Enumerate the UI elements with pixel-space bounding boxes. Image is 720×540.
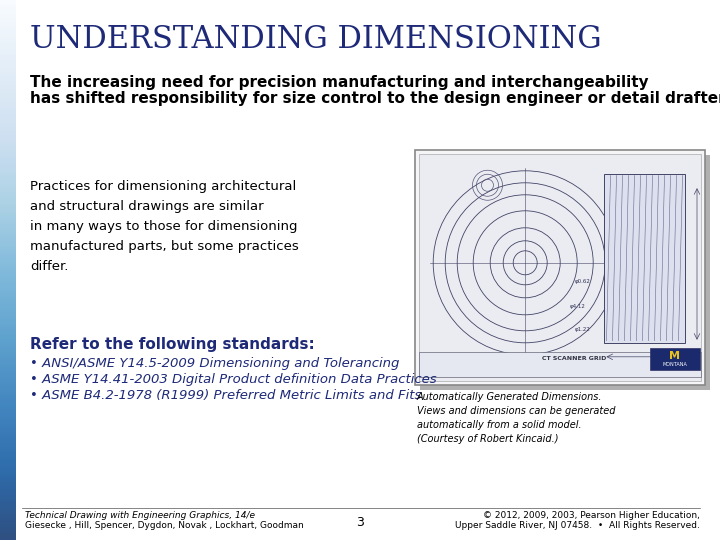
Text: Automatically Generated Dimensions.
Views and dimensions can be generated
automa: Automatically Generated Dimensions. View… [417,392,616,444]
Bar [650,348,700,370]
Bar [420,155,710,390]
Text: UNDERSTANDING DIMENSIONING: UNDERSTANDING DIMENSIONING [30,24,602,56]
Text: M: M [670,351,680,361]
Bar [419,352,701,377]
Text: 3: 3 [356,516,364,529]
Text: • ASME Y14.41-2003 Digital Product definition Data Practices: • ASME Y14.41-2003 Digital Product defin… [30,373,436,386]
Text: Upper Saddle River, NJ 07458.  •  All Rights Reserved.: Upper Saddle River, NJ 07458. • All Righ… [455,522,700,530]
Text: The increasing need for precision manufacturing and interchangeability: The increasing need for precision manufa… [30,76,649,91]
Text: φ4.12: φ4.12 [570,304,586,309]
Text: has shifted responsibility for size control to the design engineer or detail dra: has shifted responsibility for size cont… [30,91,720,106]
Text: © 2012, 2009, 2003, Pearson Higher Education,: © 2012, 2009, 2003, Pearson Higher Educa… [483,511,700,521]
Text: Technical Drawing with Engineering Graphics, 14/e: Technical Drawing with Engineering Graph… [25,511,255,521]
Text: CT SCANNER GRID: CT SCANNER GRID [542,356,607,361]
Text: φ1.22: φ1.22 [575,327,591,332]
Text: MONTANA: MONTANA [662,361,688,367]
Text: φ0.62: φ0.62 [575,279,591,284]
Text: • ASME B4.2-1978 (R1999) Preferred Metric Limits and Fits: • ASME B4.2-1978 (R1999) Preferred Metri… [30,388,421,402]
Text: Refer to the following standards:: Refer to the following standards: [30,338,315,353]
Bar [419,154,701,381]
Bar [603,173,685,343]
Text: Giesecke , Hill, Spencer, Dygdon, Novak , Lockhart, Goodman: Giesecke , Hill, Spencer, Dygdon, Novak … [25,522,304,530]
Text: Practices for dimensioning architectural
and structural drawings are similar
in : Practices for dimensioning architectural… [30,180,299,273]
Text: • ANSI/ASME Y14.5-2009 Dimensioning and Tolerancing: • ANSI/ASME Y14.5-2009 Dimensioning and … [30,356,400,369]
Bar [415,150,705,385]
